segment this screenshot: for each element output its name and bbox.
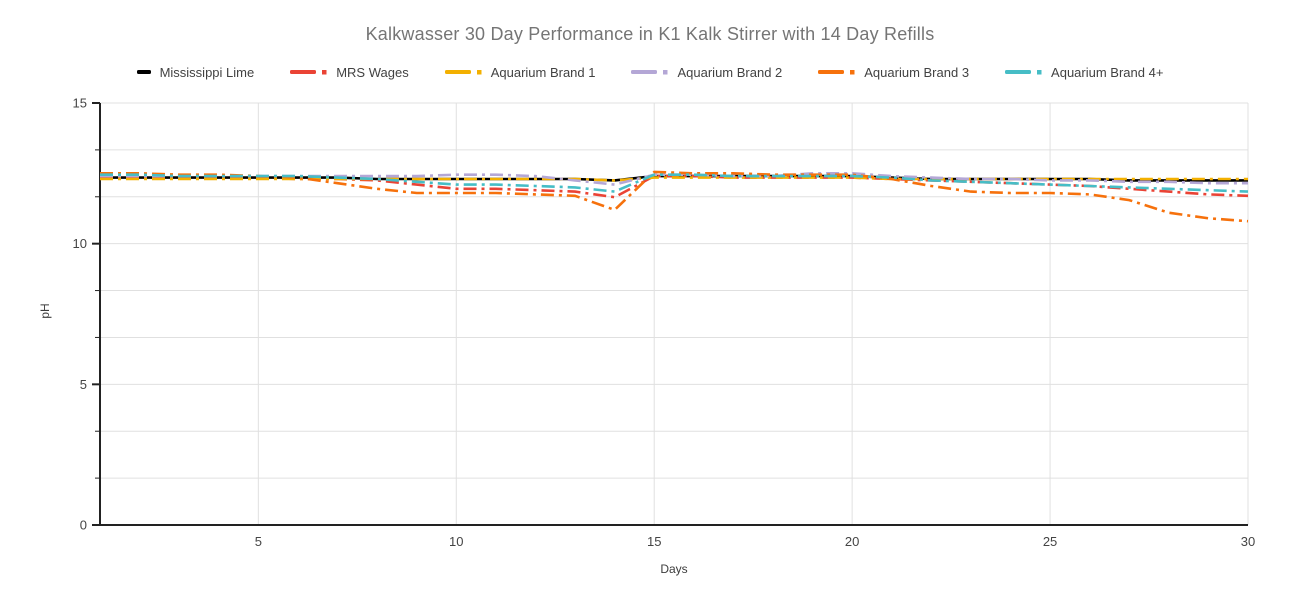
legend-swatch-icon [136, 70, 151, 74]
legend-swatch-icon [818, 70, 855, 75]
legend-item-5: Aquarium Brand 4+ [1005, 65, 1163, 80]
legend-label: Mississippi Lime [159, 64, 255, 80]
chart-title: Kalkwasser 30 Day Performance in K1 Kalk… [365, 24, 935, 44]
legend-item-0: Mississippi Lime [136, 64, 255, 80]
x-tick-label: 20 [845, 534, 859, 549]
y-tick-label: 10 [73, 236, 87, 251]
y-axis-title: pH [38, 303, 52, 319]
legend-label: Aquarium Brand 2 [677, 64, 783, 80]
y-tick-label: 5 [80, 377, 87, 392]
x-tick-label: 25 [1043, 534, 1057, 549]
legend-label: Aquarium Brand 3 [864, 64, 970, 80]
x-tick-label: 5 [255, 534, 262, 549]
y-tick-label: 15 [73, 96, 87, 111]
chart-legend: Mississippi Lime MRS Wages Aquarium Brand … [0, 62, 1300, 82]
series-line-aquarium-brand-4- [100, 173, 1249, 193]
legend-swatch-icon [290, 70, 327, 75]
legend-swatch-icon [631, 70, 668, 75]
legend-item-2: Aquarium Brand 1 [444, 64, 596, 80]
x-axis-title: Days [660, 562, 688, 576]
x-tick-label: 30 [1241, 534, 1255, 549]
legend-swatch-icon [444, 70, 482, 75]
legend-label: Aquarium Brand 4+ [1051, 64, 1164, 80]
x-tick-label: 10 [449, 534, 463, 549]
y-tick-label: 0 [80, 518, 87, 533]
legend-item-3: Aquarium Brand 2 [631, 65, 782, 80]
series-line-aquarium-brand-1 [100, 176, 1248, 182]
legend-label: MRS Wages [336, 64, 409, 80]
legend-swatch-icon [1005, 70, 1042, 75]
legend-item-4: Aquarium Brand 3 [818, 65, 969, 80]
x-tick-label: 15 [647, 534, 661, 549]
legend-item-1: MRS Wages [290, 64, 409, 80]
legend-label: Aquarium Brand 1 [490, 64, 596, 80]
